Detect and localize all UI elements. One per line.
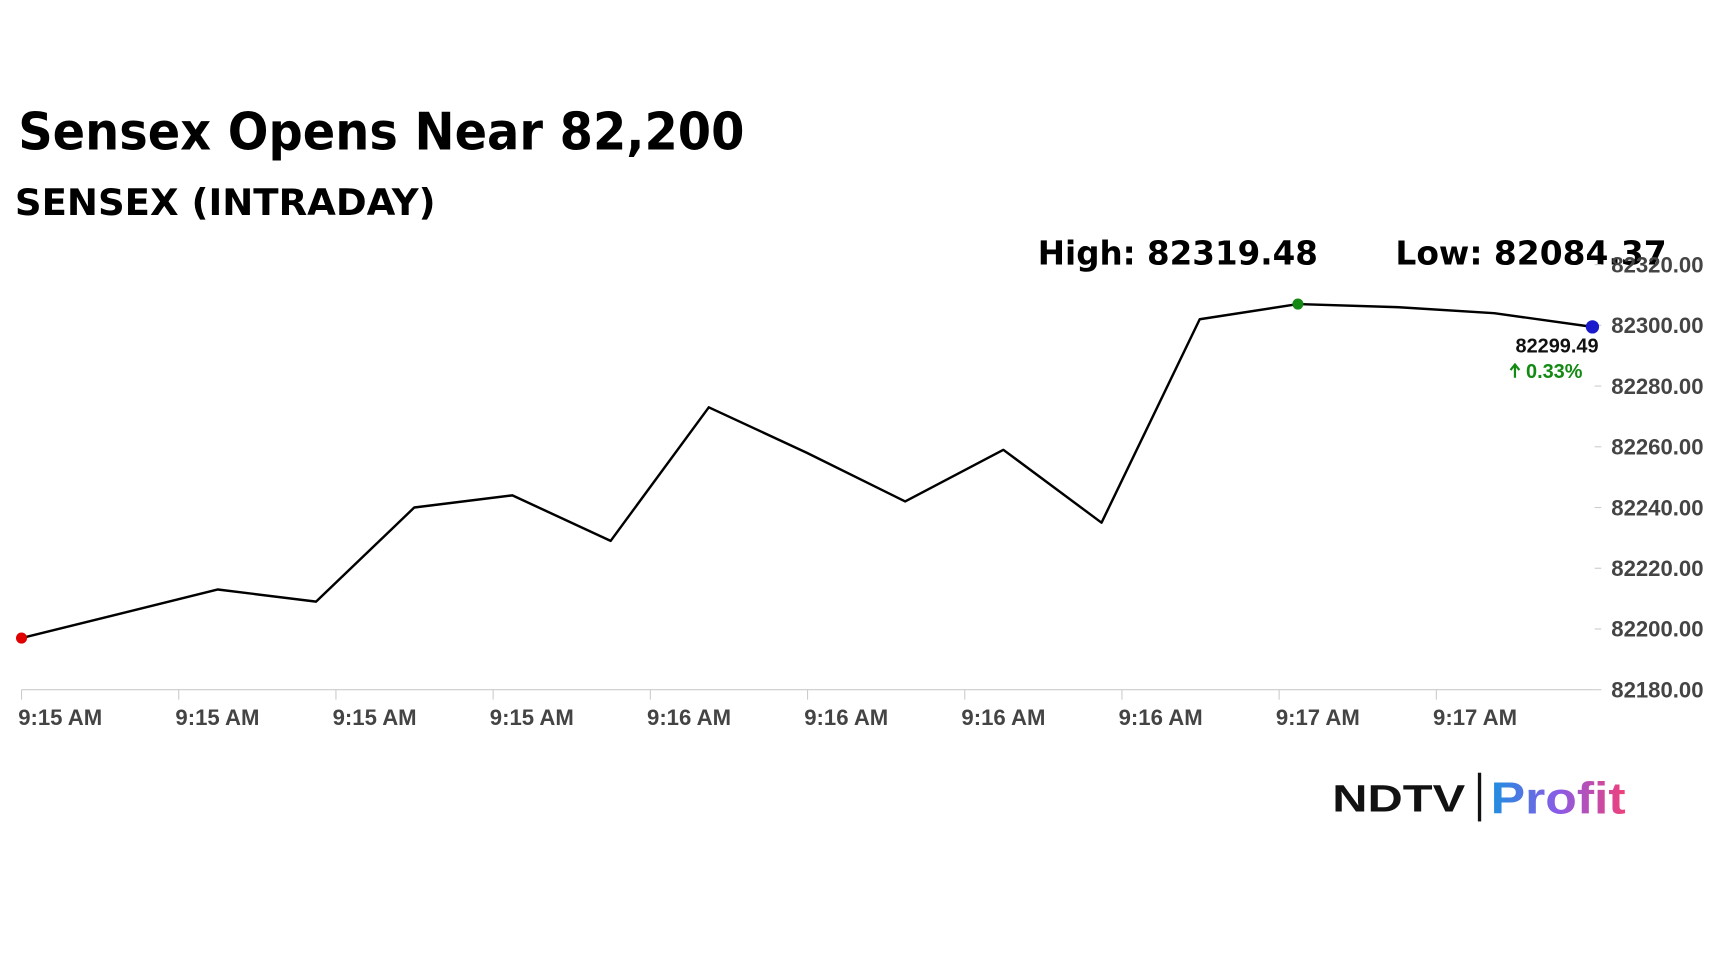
- x-tick-label: 9:17 AM: [1276, 705, 1360, 730]
- x-tick-label: 9:17 AM: [1433, 705, 1517, 730]
- y-tick-label: 82200.00: [1611, 617, 1703, 642]
- x-tick-label: 9:16 AM: [961, 705, 1045, 730]
- logo-ndtv: NDTV: [1332, 777, 1465, 819]
- y-tick-label: 82260.00: [1611, 435, 1703, 460]
- y-tick-label: 82240.00: [1611, 495, 1703, 520]
- x-tick-label: 9:16 AM: [804, 705, 888, 730]
- logo: NDTV Profit: [1332, 772, 1626, 824]
- y-tick-label: 82300.00: [1611, 313, 1703, 338]
- change-label: 0.33%: [1526, 361, 1583, 383]
- price-line: [21, 302, 1593, 640]
- y-tick-label: 82320.00: [1611, 252, 1703, 277]
- x-tick-label: 9:16 AM: [1119, 705, 1203, 730]
- high-marker: [1292, 298, 1304, 310]
- x-tick-label: 9:15 AM: [18, 705, 102, 730]
- change-arrow: [1509, 362, 1521, 378]
- y-tick-label: 82280.00: [1611, 374, 1703, 399]
- x-tick-label: 9:16 AM: [647, 705, 731, 730]
- y-tick-label: 82220.00: [1611, 556, 1703, 581]
- last-value-label: 82299.49: [1516, 335, 1599, 357]
- chart-title: Sensex Opens Near 82,200: [18, 102, 744, 162]
- end-marker: [1585, 320, 1600, 334]
- x-tick-label: 9:15 AM: [333, 705, 417, 730]
- low-label: Low: 82084.37: [1395, 234, 1666, 273]
- x-tick-label: 9:15 AM: [490, 705, 574, 730]
- y-tick-label: 82180.00: [1611, 677, 1703, 702]
- chart-subtitle: SENSEX (INTRADAY): [15, 181, 436, 224]
- start-marker: [15, 632, 28, 644]
- high-label: High: 82319.48: [1038, 234, 1318, 273]
- logo-profit: Profit: [1491, 775, 1626, 824]
- x-tick-label: 9:15 AM: [175, 705, 259, 730]
